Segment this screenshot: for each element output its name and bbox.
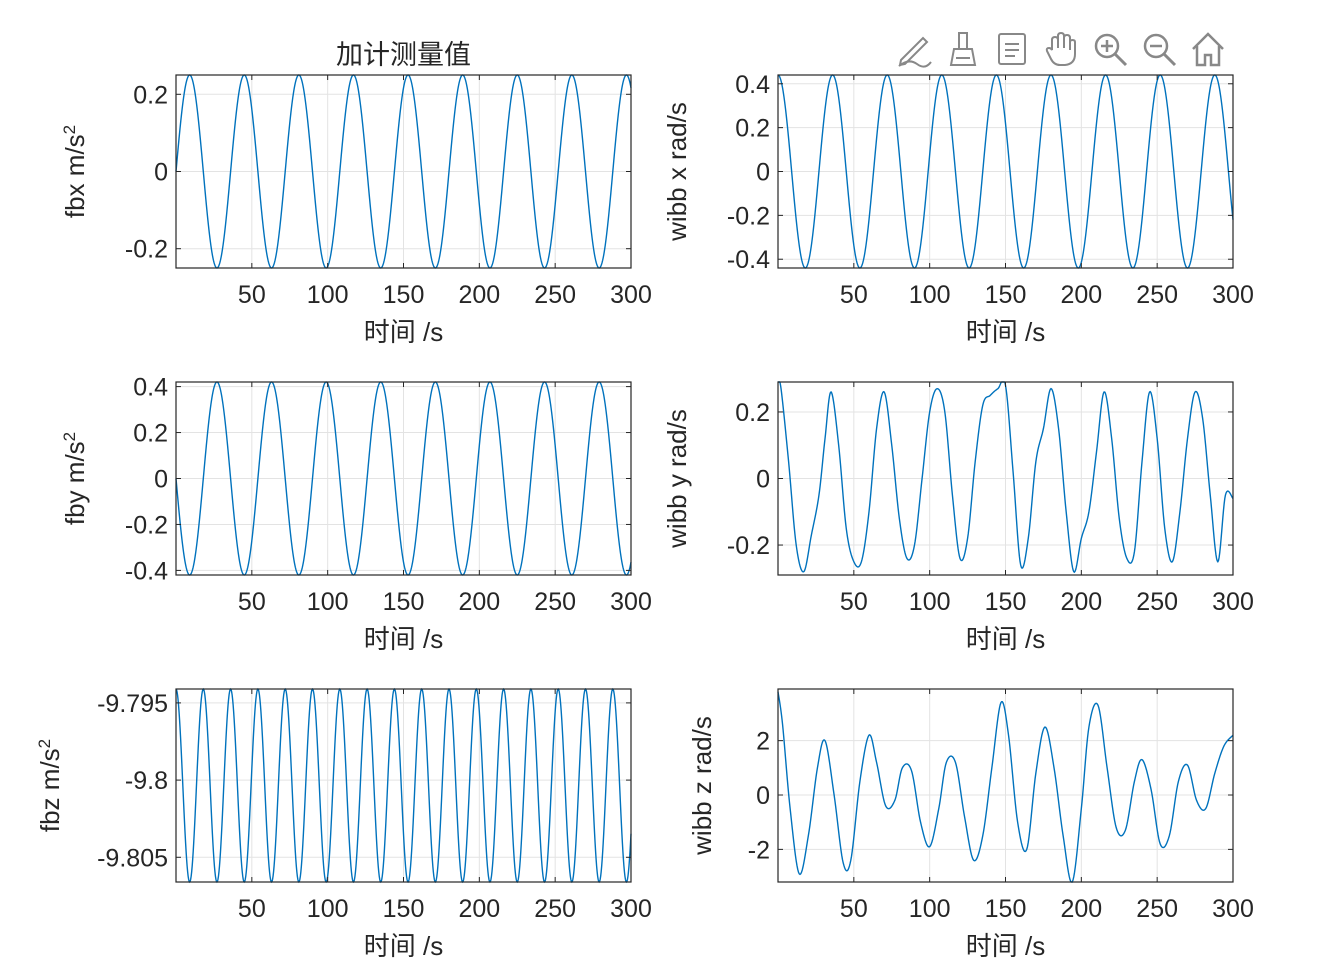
x-tick-label: 200 [1060, 588, 1102, 616]
x-tick-label: 250 [534, 895, 576, 923]
x-tick-label: 100 [307, 895, 349, 923]
x-tick-label: 150 [985, 895, 1027, 923]
x-tick-label: 300 [610, 281, 652, 309]
subplot-1: 50 100 150 200 250 300 -0.2 0 0.2 时间 /s fbx m/s2 加计… [60, 40, 652, 347]
x-tick-label: 150 [383, 281, 425, 309]
y-tick-label: -0.2 [125, 236, 168, 264]
x-tick-label: 300 [1212, 895, 1254, 923]
home-icon [1192, 32, 1224, 67]
y-tick-label: 0.4 [735, 71, 770, 99]
x-tick-label: 200 [458, 895, 500, 923]
x-tick-label: 150 [985, 281, 1027, 309]
data-tips-icon [998, 33, 1026, 65]
x-tick-label: 250 [534, 281, 576, 309]
x-tick-label: 50 [238, 895, 266, 923]
x-axis-label: 时间 /s [966, 317, 1045, 347]
series-line-1 [175, 687, 632, 884]
x-tick-label: 100 [307, 281, 349, 309]
y-tick-label: -0.4 [125, 557, 168, 585]
y-tick-label: 2 [756, 728, 770, 756]
x-tick-label: 100 [307, 588, 349, 616]
y-tick-label: -0.2 [727, 202, 770, 230]
x-tick-label: 100 [909, 281, 951, 309]
x-tick-label: 100 [909, 895, 951, 923]
y-tick-label: 0 [154, 466, 168, 494]
series-line-1 [777, 74, 1234, 269]
x-axis-label: 时间 /s [364, 931, 443, 961]
y-tick-label: -0.2 [727, 532, 770, 560]
series-line-1 [175, 381, 632, 576]
x-axis-label: 时间 /s [966, 931, 1045, 961]
x-tick-label: 150 [383, 588, 425, 616]
x-tick-label: 100 [909, 588, 951, 616]
x-tick-label: 50 [238, 281, 266, 309]
y-tick-label: -0.4 [727, 246, 770, 274]
x-tick-label: 250 [534, 588, 576, 616]
edit-plot-button[interactable] [893, 28, 935, 70]
x-tick-label: 50 [840, 895, 868, 923]
chart-title: 加计测量值 [336, 40, 471, 70]
x-tick-label: 200 [1060, 281, 1102, 309]
y-tick-label: 0 [756, 159, 770, 187]
subplot-3: 50 100 150 200 250 300 -0.4 -0.2 0 0.2 0.4 时间 /s fby… [60, 374, 652, 654]
figure-toolbar [893, 26, 1238, 72]
y-tick-label: 0.2 [133, 81, 168, 109]
x-tick-label: 300 [610, 588, 652, 616]
x-axis-label: 时间 /s [966, 624, 1045, 654]
subplot-4: 50 100 150 200 250 300 -0.2 0 0.2 时间 /s wibb y rad… [662, 381, 1254, 654]
x-tick-label: 250 [1136, 281, 1178, 309]
x-tick-label: 250 [1136, 588, 1178, 616]
edit-plot-icon [898, 36, 932, 68]
y-axis-label: fbz m/s2 [35, 739, 66, 832]
pan-hand-button[interactable] [1040, 28, 1082, 70]
series-line-1 [175, 74, 632, 269]
y-axis-label: wibb y rad/s [662, 409, 692, 549]
x-tick-label: 200 [1060, 895, 1102, 923]
y-tick-label: -2 [748, 836, 770, 864]
x-tick-label: 250 [1136, 895, 1178, 923]
y-axis-label: wibb x rad/s [662, 102, 692, 242]
zoom-out-button[interactable] [1138, 28, 1180, 70]
y-tick-label: 0.4 [133, 374, 168, 402]
data-tips-button[interactable] [991, 28, 1033, 70]
y-tick-label: -9.795 [97, 690, 168, 718]
zoom-in-button[interactable] [1089, 28, 1131, 70]
brush-button[interactable] [942, 28, 984, 70]
zoom-in-icon [1094, 33, 1128, 67]
y-tick-label: 0 [756, 782, 770, 810]
x-tick-label: 50 [238, 588, 266, 616]
home-button[interactable] [1187, 28, 1229, 70]
brush-icon [949, 32, 977, 66]
y-tick-label: 0 [756, 466, 770, 494]
x-tick-label: 150 [985, 588, 1027, 616]
y-tick-label: 0.2 [133, 420, 168, 448]
y-tick-label: -9.8 [125, 767, 168, 795]
x-tick-label: 50 [840, 281, 868, 309]
y-tick-label: 0.2 [735, 399, 770, 427]
subplot-6: 50 100 150 200 250 300 -2 0 2 时间 /s wibb z rad/s [687, 688, 1254, 961]
y-axis-label: fby m/s2 [60, 432, 91, 525]
x-axis-label: 时间 /s [364, 317, 443, 347]
y-axis-label: wibb z rad/s [687, 716, 717, 856]
pan-hand-icon [1045, 31, 1076, 66]
series-line-1 [777, 691, 1234, 883]
subplot-2: 50 100 150 200 250 300 -0.4 -0.2 0 0.2 0.4 时间 /s wib… [662, 71, 1254, 347]
y-tick-label: 0 [154, 159, 168, 187]
y-axis-label: fbx m/s2 [60, 125, 91, 218]
y-tick-label: 0.2 [735, 115, 770, 143]
x-axis-label: 时间 /s [364, 624, 443, 654]
y-tick-label: -0.2 [125, 511, 168, 539]
x-tick-label: 300 [610, 895, 652, 923]
x-tick-label: 150 [383, 895, 425, 923]
subplot-5: 50 100 150 200 250 300 -9.805 -9.8 -9.795 时间 /s fb… [35, 687, 652, 961]
x-tick-label: 300 [1212, 281, 1254, 309]
zoom-out-icon [1143, 33, 1177, 67]
x-tick-label: 200 [458, 588, 500, 616]
x-tick-label: 300 [1212, 588, 1254, 616]
x-tick-label: 50 [840, 588, 868, 616]
y-tick-label: -9.805 [97, 844, 168, 872]
x-tick-label: 200 [458, 281, 500, 309]
